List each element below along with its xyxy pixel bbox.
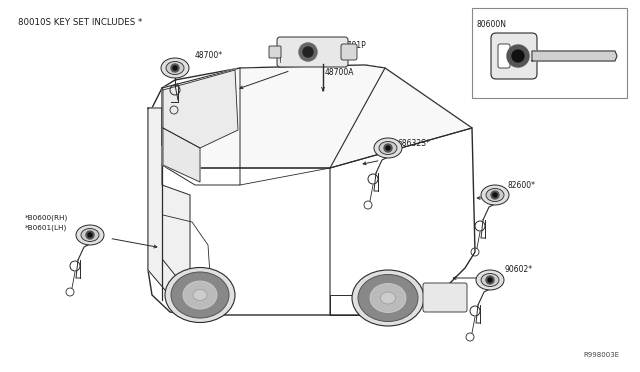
Text: 80010S KEY SET INCLUDES *: 80010S KEY SET INCLUDES * [18,18,142,27]
FancyBboxPatch shape [341,44,357,60]
FancyBboxPatch shape [423,283,467,312]
Circle shape [86,231,94,239]
Circle shape [507,45,529,67]
Ellipse shape [165,267,235,323]
Ellipse shape [379,141,397,154]
Ellipse shape [374,138,402,158]
Ellipse shape [476,270,504,290]
Ellipse shape [166,61,184,74]
FancyBboxPatch shape [269,46,281,58]
Ellipse shape [358,275,418,321]
Circle shape [384,144,392,152]
Ellipse shape [486,189,504,202]
Circle shape [493,193,497,197]
Ellipse shape [76,225,104,245]
Ellipse shape [352,270,424,326]
Text: *B0600(RH): *B0600(RH) [25,215,68,221]
Circle shape [171,64,179,72]
Text: 90602*: 90602* [505,266,533,275]
Text: 48701P: 48701P [338,41,367,49]
Text: 80600N: 80600N [477,20,507,29]
Text: 82600*: 82600* [508,180,536,189]
Polygon shape [163,128,200,182]
Ellipse shape [481,273,499,286]
Circle shape [386,146,390,150]
Ellipse shape [171,272,229,318]
Circle shape [512,50,524,62]
Circle shape [303,47,313,57]
Polygon shape [148,65,475,315]
Text: 48700A: 48700A [325,67,355,77]
Circle shape [491,191,499,199]
Ellipse shape [481,185,509,205]
Ellipse shape [193,289,207,301]
Polygon shape [532,51,617,61]
Ellipse shape [370,283,406,312]
Circle shape [486,276,494,284]
Polygon shape [162,65,472,168]
Polygon shape [163,70,238,148]
Circle shape [488,278,492,282]
Ellipse shape [81,228,99,241]
Text: *B0601(LH): *B0601(LH) [25,225,67,231]
FancyBboxPatch shape [491,33,537,79]
FancyBboxPatch shape [498,44,510,68]
Text: 48700*: 48700* [195,51,223,60]
Ellipse shape [381,292,396,304]
Ellipse shape [183,281,217,309]
Circle shape [88,233,92,237]
Circle shape [299,43,317,61]
Polygon shape [472,8,627,98]
Text: R998003E: R998003E [584,352,620,358]
Circle shape [173,66,177,70]
FancyBboxPatch shape [277,37,348,67]
Ellipse shape [161,58,189,78]
Polygon shape [148,108,190,315]
Text: 68632S*: 68632S* [398,138,431,148]
